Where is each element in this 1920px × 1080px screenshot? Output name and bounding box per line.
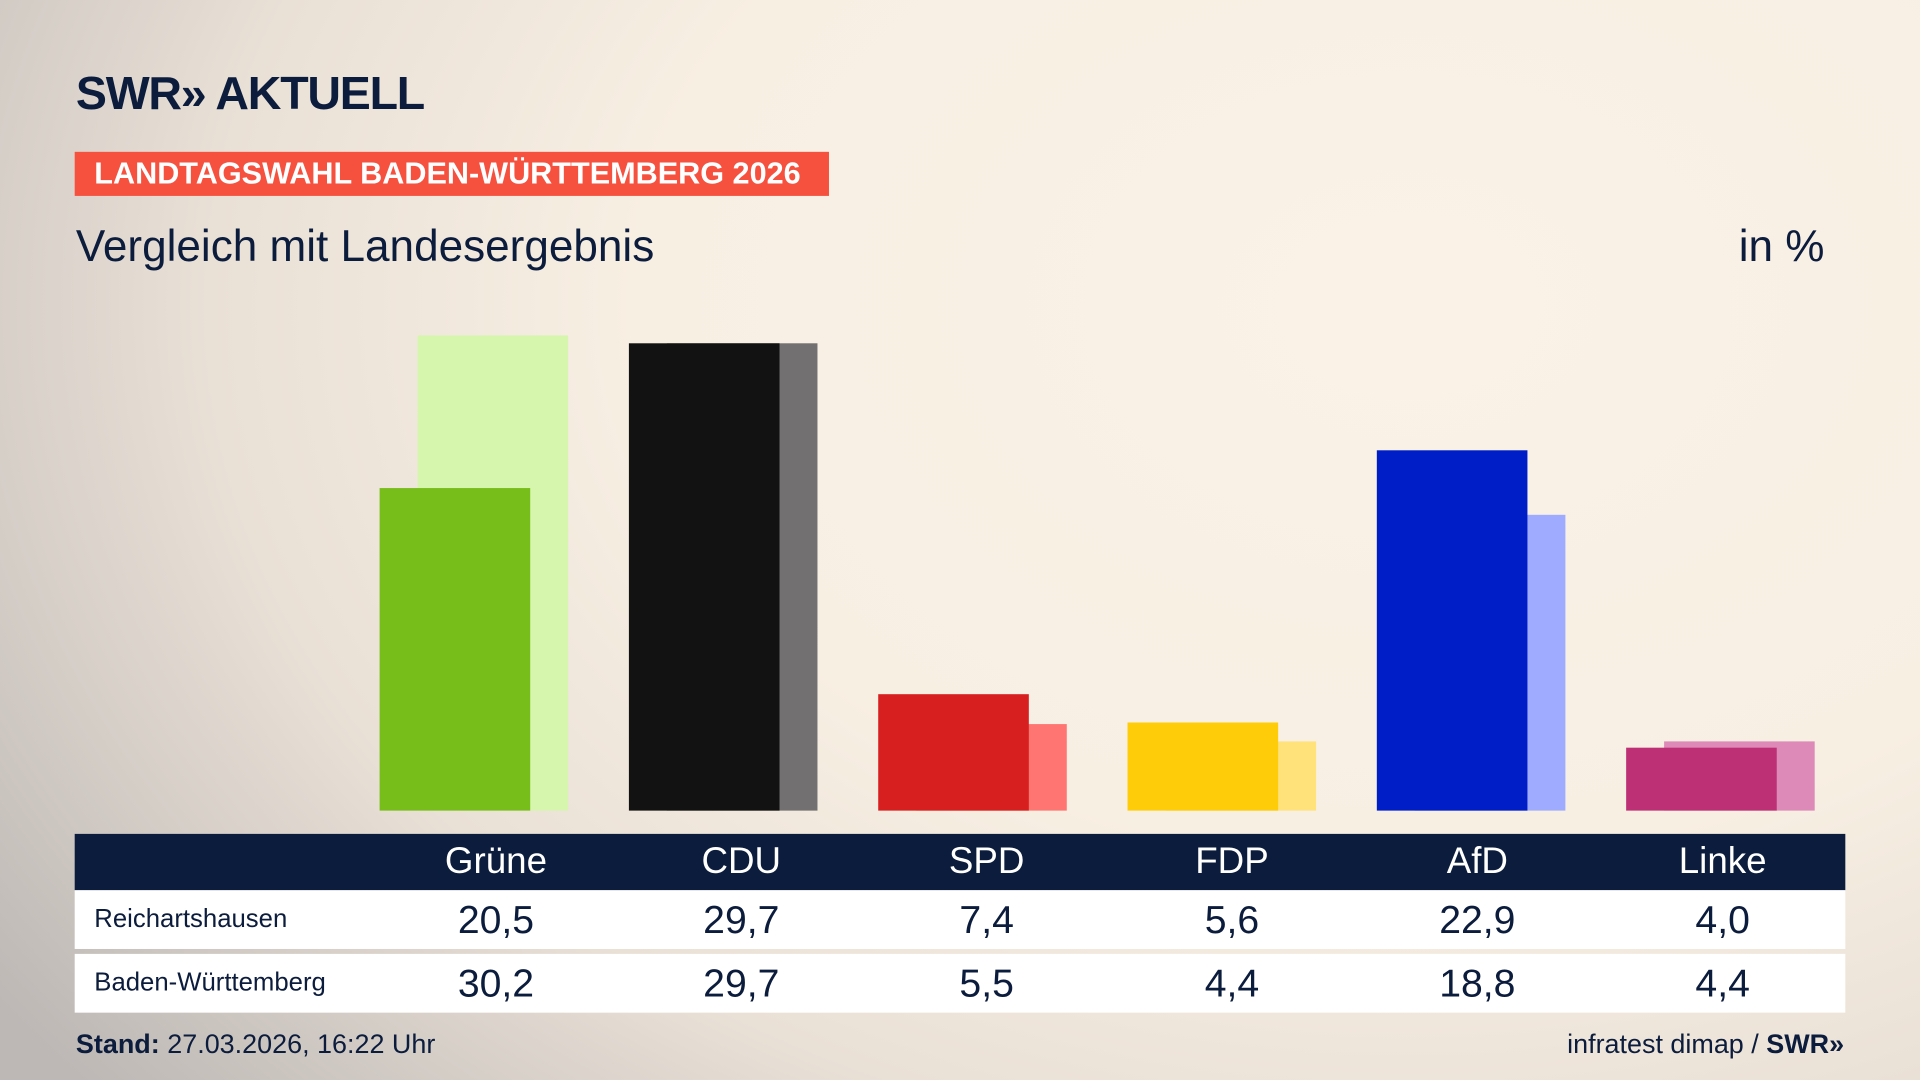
party-header: AfD [1446,841,1508,882]
local-bar-afd [1376,450,1528,811]
party-header: SPD [948,841,1025,882]
row-label: Baden-Württemberg [94,968,326,997]
value-cell: 20,5 [457,897,535,942]
local-bar-spd [878,694,1029,811]
local-bar-grne [379,488,531,811]
value-cell: 5,5 [959,961,1014,1006]
value-cell: 22,9 [1439,897,1516,942]
value-cell: 7,4 [959,897,1014,942]
row-label: Reichartshausen [94,904,288,934]
local-bar-fdp [1127,722,1279,811]
party-header: Linke [1678,841,1767,882]
source: infratest dimap / SWR» [1567,1029,1844,1061]
party-header: FDP [1195,841,1269,882]
election-tag: LANDTAGSWAHL BADEN-WÜRTTEMBERG 2026 [74,151,829,196]
chart-subtitle: Vergleich mit Landesergebnis [75,220,655,271]
source-text: infratest dimap / [1567,1028,1759,1060]
table-header: Grüne CDU SPD FDP AfD Linke [74,833,1846,891]
local-bar-linke [1626,747,1777,811]
value-cell: 4,4 [1204,961,1260,1006]
header-spacer [75,834,374,890]
stand-value: 27.03.2026, 16:22 Uhr [167,1028,436,1060]
table-row: Reichartshausen 20,5 29,7 7,4 5,6 22,9 4… [74,890,1846,949]
results-table: Grüne CDU SPD FDP AfD Linke Reichartshau… [74,833,1846,1013]
value-cell: 4,4 [1695,961,1750,1006]
swr-footer-logo: SWR» [1766,1028,1845,1060]
stand-label: Stand: [75,1028,160,1060]
swr-aktuell-logo: SWR» AKTUELL [75,68,425,121]
unit-label: in % [1738,220,1825,271]
timestamp: Stand: 27.03.2026, 16:22 Uhr [76,1029,435,1061]
value-cell: 18,8 [1439,961,1516,1006]
value-cell: 29,7 [703,961,780,1006]
value-cell: 29,7 [703,897,780,942]
value-cell: 4,0 [1695,897,1750,942]
value-cell: 5,6 [1204,897,1260,942]
value-cell: 30,2 [457,961,535,1006]
party-header: CDU [701,841,782,882]
party-header: Grüne [444,841,548,882]
local-bar-cdu [628,343,780,811]
table-row: Baden-Württemberg 30,2 29,7 5,5 4,4 18,8… [74,953,1846,1013]
